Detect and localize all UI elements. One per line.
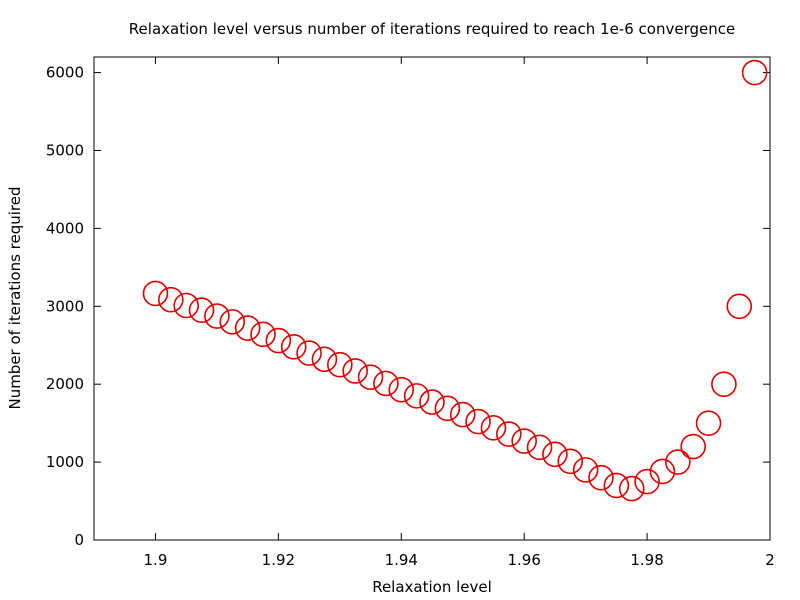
- data-point: [373, 370, 399, 397]
- data-point: [388, 376, 415, 403]
- y-tick-label: 3000: [46, 297, 84, 315]
- y-tick-label: 1000: [46, 453, 84, 471]
- x-tick-label: 1.92: [262, 551, 295, 569]
- data-point: [665, 449, 691, 475]
- data-point: [342, 358, 368, 384]
- data-point: [680, 433, 706, 460]
- y-axis-label: Number of iterations required: [6, 186, 24, 409]
- data-point: [557, 448, 584, 475]
- data-point: [219, 309, 246, 335]
- data-point: [588, 464, 614, 491]
- data-point: [204, 303, 230, 329]
- y-tick-label: 0: [74, 531, 84, 549]
- data-point: [511, 428, 537, 454]
- data-point: [741, 59, 768, 86]
- x-tick-label: 1.94: [385, 551, 418, 569]
- data-point: [434, 395, 461, 422]
- data-point: [449, 401, 476, 428]
- data-point: [496, 421, 522, 447]
- data-point: [618, 475, 645, 502]
- data-point: [265, 327, 292, 354]
- data-point: [250, 321, 276, 348]
- data-point: [234, 315, 261, 341]
- y-tick-label: 4000: [46, 219, 84, 237]
- data-point: [403, 383, 430, 409]
- x-axis-label: Relaxation level: [372, 578, 492, 596]
- data-point: [711, 371, 737, 397]
- x-tick-label: 1.98: [630, 551, 663, 569]
- data-point: [158, 286, 184, 313]
- data-point: [173, 292, 199, 319]
- x-tick-label: 1.9: [144, 551, 168, 569]
- x-tick-label: 2: [765, 551, 775, 569]
- data-point: [526, 434, 553, 461]
- data-point: [572, 457, 599, 483]
- data-point: [142, 280, 169, 307]
- y-tick-label: 2000: [46, 375, 84, 393]
- axis-ticks: [94, 57, 771, 541]
- data-point: [465, 408, 491, 435]
- data-point: [188, 297, 215, 323]
- data-point: [542, 441, 568, 468]
- data-point: [695, 410, 722, 436]
- data-point: [603, 472, 630, 499]
- data-point: [419, 389, 445, 415]
- chart-title: Relaxation level versus number of iterat…: [129, 20, 735, 38]
- y-tick-label: 5000: [46, 141, 84, 159]
- data-point: [311, 346, 338, 373]
- data-point: [296, 340, 322, 366]
- data-point: [357, 364, 384, 390]
- data-point: [327, 351, 353, 378]
- data-point: [726, 293, 753, 320]
- data-points: [142, 59, 768, 502]
- data-point: [649, 458, 676, 485]
- plot-frame: [93, 56, 771, 541]
- axis-tick-labels: 1.9 1.92 1.94 1.96 1.98 2 0 1000 2000 3000 4000 500…: [46, 64, 775, 569]
- data-point: [480, 415, 507, 441]
- data-point: [280, 333, 307, 360]
- y-tick-label: 6000: [46, 64, 84, 82]
- data-point: [634, 468, 660, 495]
- x-tick-label: 1.96: [507, 551, 540, 569]
